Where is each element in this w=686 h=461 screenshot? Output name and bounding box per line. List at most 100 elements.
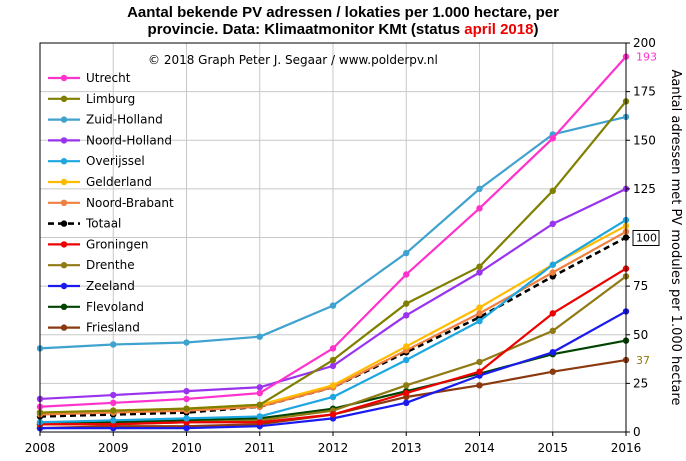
series-zuid-holland — [36, 113, 630, 352]
point-friesland-2015 — [549, 368, 556, 375]
point-limburg-2011 — [256, 401, 263, 408]
legend-label: Gelderland — [86, 175, 152, 189]
point-limburg-2009 — [110, 407, 117, 414]
point-noord-holland-2013 — [403, 312, 410, 319]
point-overijssel-2015 — [549, 261, 556, 268]
end-label-friesland: 37 — [636, 354, 650, 367]
point-utrecht-2010 — [183, 395, 190, 403]
point-overijssel-2012 — [329, 393, 337, 401]
point-noord-holland-2011 — [256, 384, 263, 391]
chart-title-line-1: Aantal bekende PV adressen / lokaties pe… — [127, 4, 559, 21]
y-tick-label-200: 200 — [633, 36, 656, 50]
point-limburg-2014 — [476, 263, 483, 270]
point-limburg-2010 — [183, 405, 190, 412]
legend-marker — [60, 241, 68, 248]
point-noord-holland-2015 — [549, 220, 556, 228]
point-overijssel-2010 — [183, 415, 190, 422]
legend-entry-noord-brabant: Noord-Brabant — [48, 196, 174, 210]
point-groningen-2013 — [403, 389, 410, 397]
x-tick-label-2012: 2012 — [318, 441, 349, 455]
end-label-text: 37 — [636, 354, 650, 367]
point-overijssel-2014 — [476, 317, 483, 325]
legend-label: Friesland — [86, 321, 140, 335]
point-noord-holland-2012 — [329, 362, 337, 370]
copyright-notice: © 2018 Graph Peter J. Segaar / www.polde… — [148, 53, 438, 67]
point-zuid-holland-2012 — [329, 302, 337, 309]
x-tick-label-2011: 2011 — [244, 441, 275, 455]
point-utrecht-2015 — [549, 135, 556, 142]
y-tick-label-125: 125 — [633, 182, 656, 196]
end-label-totaal: 100 — [632, 230, 660, 246]
legend-entry-zeeland: Zeeland — [48, 279, 135, 293]
point-utrecht-2013 — [403, 271, 410, 278]
end-label-text: 100 — [636, 232, 657, 245]
point-groningen-2012 — [329, 411, 337, 418]
legend-label: Groningen — [86, 237, 148, 251]
series-layer — [36, 53, 630, 432]
legend-label: Zuid-Holland — [86, 113, 163, 127]
point-noord-brabant-2014 — [476, 310, 483, 317]
legend-entry-zuid-holland: Zuid-Holland — [48, 113, 163, 127]
x-tick-label-2014: 2014 — [464, 441, 495, 455]
legend-entry-totaal: Totaal — [48, 217, 121, 231]
legend-label: Zeeland — [86, 279, 135, 293]
legend-label: Limburg — [86, 92, 135, 106]
point-gelderland-2013 — [403, 343, 410, 350]
legend-label: Overijssel — [86, 154, 145, 168]
legend-marker — [60, 282, 68, 290]
point-noord-brabant-2015 — [549, 269, 556, 276]
x-tick-label-2015: 2015 — [537, 441, 568, 455]
point-utrecht-2012 — [329, 345, 337, 352]
point-overijssel-2009 — [110, 417, 117, 424]
legend-label: Drenthe — [86, 258, 135, 272]
x-tick-label-2008: 2008 — [25, 441, 56, 455]
legend-entry-limburg: Limburg — [48, 92, 135, 106]
legend-label: Noord-Holland — [86, 133, 172, 147]
point-noord-holland-2009 — [110, 391, 117, 399]
point-zuid-holland-2010 — [183, 339, 190, 346]
y-tick-label-50: 50 — [633, 328, 648, 342]
legend-marker — [60, 116, 68, 123]
point-drenthe-2013 — [403, 382, 410, 389]
legend-entry-gelderland: Gelderland — [48, 175, 152, 189]
legend-entry-drenthe: Drenthe — [48, 258, 135, 272]
y-tick-label-75: 75 — [633, 279, 648, 293]
point-zuid-holland-2009 — [110, 341, 117, 348]
chart-title-highlight: april 2018 — [464, 21, 533, 38]
series-utrecht — [36, 53, 630, 410]
point-overijssel-2011 — [256, 413, 263, 420]
y-tick-label-0: 0 — [633, 425, 641, 439]
point-noord-holland-2014 — [476, 269, 483, 276]
series-groningen — [36, 265, 630, 428]
series-limburg — [36, 98, 630, 416]
legend-marker — [60, 220, 68, 227]
point-drenthe-2015 — [549, 327, 556, 335]
legend-entry-flevoland: Flevoland — [48, 300, 144, 314]
point-groningen-2014 — [476, 368, 483, 375]
legend-marker — [60, 137, 68, 144]
legend-marker — [60, 178, 68, 186]
x-tick-label-2010: 2010 — [171, 441, 202, 455]
legend-label: Utrecht — [86, 71, 131, 85]
end-label-box — [632, 230, 660, 246]
y-tick-label-25: 25 — [633, 376, 648, 390]
point-utrecht-2011 — [256, 389, 263, 397]
x-tick-label-2009: 2009 — [98, 441, 129, 455]
point-groningen-2015 — [549, 310, 556, 317]
point-gelderland-2012 — [329, 382, 337, 389]
chart-title-line-2: provincie. Data: Klimaatmonitor KMt (sta… — [148, 21, 539, 38]
legend-label: Noord-Brabant — [86, 196, 174, 210]
x-tick-label-2013: 2013 — [391, 441, 422, 455]
point-zuid-holland-2014 — [476, 185, 483, 193]
legend-marker — [60, 199, 68, 206]
point-limburg-2015 — [549, 187, 556, 195]
point-groningen-2011 — [256, 419, 263, 426]
point-gelderland-2014 — [476, 304, 483, 311]
point-friesland-2014 — [476, 382, 483, 389]
end-labels: 193 100 37 — [632, 51, 660, 367]
point-zuid-holland-2011 — [256, 333, 263, 340]
legend-entry-noord-holland: Noord-Holland — [48, 133, 172, 147]
point-limburg-2012 — [329, 356, 337, 364]
end-label-text: 193 — [636, 51, 657, 64]
